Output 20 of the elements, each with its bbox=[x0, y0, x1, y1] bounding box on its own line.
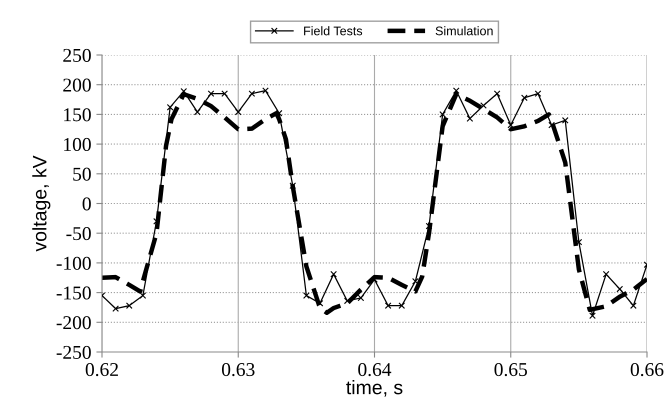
y-axis-title: voltage, kV bbox=[32, 155, 50, 252]
legend-label: Field Tests bbox=[304, 26, 362, 36]
y-tick-label: 150 bbox=[64, 108, 91, 122]
y-tick-label: 0 bbox=[82, 197, 91, 210]
x-axis-title: time, s bbox=[346, 380, 402, 397]
x-tick-label: 0.63 bbox=[222, 362, 255, 376]
x-tick-label: 0.66 bbox=[630, 362, 664, 376]
y-tick-label: -250 bbox=[56, 346, 91, 359]
y-tick-label: -150 bbox=[56, 286, 91, 300]
y-tick-label: 250 bbox=[63, 48, 91, 62]
y-tick-label: -100 bbox=[56, 256, 91, 270]
legend-label: Simulation bbox=[436, 26, 493, 36]
x-tick-label: 0.65 bbox=[494, 362, 528, 376]
y-tick-label: 50 bbox=[73, 168, 91, 181]
y-tick-label: -200 bbox=[56, 316, 91, 330]
y-tick-label: 200 bbox=[63, 78, 91, 92]
y-tick-label: 100 bbox=[64, 138, 91, 152]
x-tick-label: 0.64 bbox=[358, 362, 392, 376]
x-tick-label: 0.62 bbox=[86, 362, 118, 376]
y-tick-label: -50 bbox=[66, 227, 91, 240]
